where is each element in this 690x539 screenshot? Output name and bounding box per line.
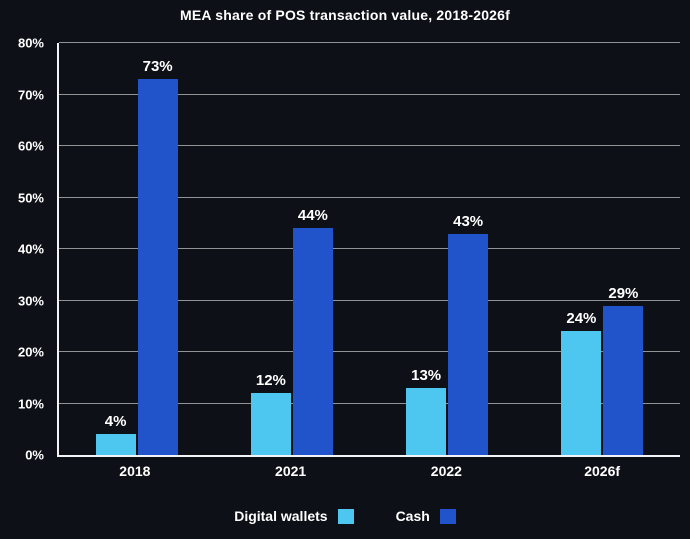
legend-label: Digital wallets	[234, 508, 328, 524]
gridline	[59, 145, 680, 146]
bar-value-label: 13%	[411, 367, 442, 385]
gridline	[59, 196, 680, 198]
gridline	[59, 299, 680, 301]
bar-value-label: 43%	[453, 212, 484, 230]
gridline	[59, 402, 680, 404]
y-tick-label: 0%	[25, 447, 44, 463]
y-axis: 0% 10% 20% 30% 40% 50% 60% 70% 80%	[0, 36, 52, 463]
y-tick-label: 60%	[17, 138, 44, 154]
bar-group-2018: 4% 73%	[59, 43, 214, 455]
bar-group-2026f: 24% 29%	[525, 43, 680, 455]
bar-cash-2018: 73%	[137, 58, 178, 455]
bar-group-2022: 13% 43%	[370, 43, 525, 455]
y-tick-label: 10%	[17, 396, 44, 411]
bar-value-label: 29%	[608, 284, 639, 302]
bar-digital-wallets-2022: 13%	[406, 367, 447, 455]
x-axis-label-2021: 2021	[275, 463, 307, 479]
bar-value-label: 44%	[297, 207, 328, 225]
bar-cash-2021: 44%	[292, 207, 333, 455]
bar-value-label: 12%	[255, 372, 286, 390]
gridline	[59, 42, 680, 43]
plot-area: 4% 73% 12% 44% 13% 43% 24% 29%	[57, 42, 680, 457]
bar-digital-wallets-2021: 12%	[250, 372, 291, 455]
bar-group-2021: 12% 44%	[214, 43, 369, 455]
legend-item-digital-wallets: Digital wallets	[234, 508, 354, 524]
y-tick-label: 20%	[17, 344, 44, 360]
legend-item-cash: Cash	[396, 508, 456, 524]
gridline	[59, 248, 680, 249]
legend-label: Cash	[395, 508, 430, 524]
x-axis-label-2026f: 2026f	[584, 463, 621, 479]
legend-swatch-icon	[337, 508, 354, 524]
bar-value-label: 73%	[142, 58, 173, 76]
bar-cash-2026f: 29%	[603, 285, 644, 455]
bar-cash-2022: 43%	[448, 213, 489, 455]
bar-value-label: 4%	[104, 413, 127, 431]
page-title: MEA share of POS transaction value, 2018…	[179, 7, 511, 23]
x-axis-label-2022: 2022	[430, 463, 462, 479]
y-tick-label: 50%	[17, 190, 44, 205]
x-axis: 2018 2021 2022 2026f	[57, 463, 680, 485]
legend: Digital wallets Cash	[0, 508, 690, 524]
y-tick-label: 70%	[17, 87, 44, 102]
gridline	[59, 93, 680, 95]
x-axis-label-2018: 2018	[119, 463, 151, 479]
bar-digital-wallets-2026f: 24%	[561, 310, 602, 455]
y-tick-label: 40%	[17, 241, 44, 257]
legend-swatch-icon	[439, 508, 456, 524]
gridline	[59, 351, 680, 352]
y-tick-label: 30%	[17, 293, 44, 308]
bar-digital-wallets-2018: 4%	[95, 413, 136, 455]
bar-value-label: 24%	[566, 310, 597, 328]
y-tick-label: 80%	[17, 35, 44, 51]
